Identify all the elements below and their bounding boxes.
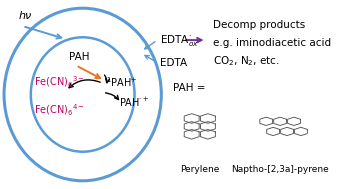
Text: EDTA: EDTA [160,58,187,68]
Text: $^{1}$PAH$^{+}$: $^{1}$PAH$^{+}$ [106,75,138,89]
Text: Decomp products: Decomp products [213,20,306,30]
Text: Naptho-[2,3a]-pyrene: Naptho-[2,3a]-pyrene [231,165,329,174]
Text: CO$_{2}$, N$_{2}$, etc.: CO$_{2}$, N$_{2}$, etc. [213,54,280,68]
Text: hν: hν [19,11,32,21]
Text: Fe(CN)$_{6}$$^{3-}$: Fe(CN)$_{6}$$^{3-}$ [34,75,85,90]
Text: Perylene: Perylene [180,165,219,174]
Text: Fe(CN)$_{6}$$^{4-}$: Fe(CN)$_{6}$$^{4-}$ [34,103,85,118]
Text: e.g. iminodiacetic acid: e.g. iminodiacetic acid [213,38,331,48]
Text: PAH =: PAH = [173,83,206,93]
Text: EDTA$^{\cdot}_{ox}$: EDTA$^{\cdot}_{ox}$ [160,33,199,48]
Text: PAH$^{\cdot+}$: PAH$^{\cdot+}$ [120,96,150,109]
Text: PAH: PAH [69,52,90,62]
